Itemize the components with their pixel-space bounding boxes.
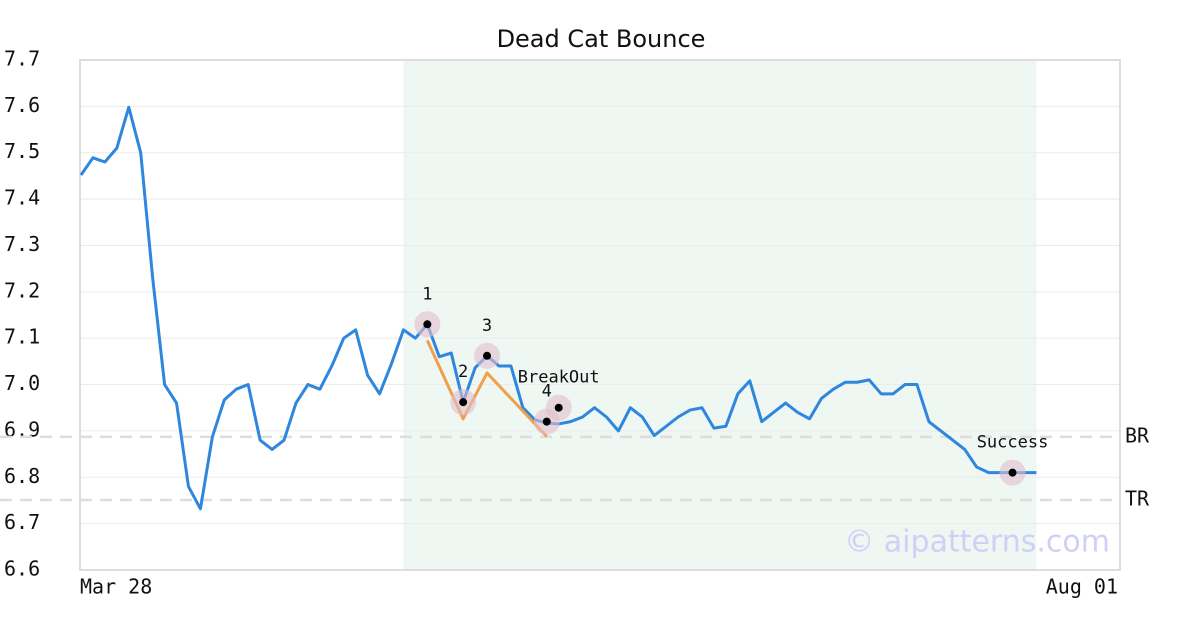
y-tick-label: 7.2 bbox=[4, 278, 40, 302]
y-tick-label: 7.3 bbox=[4, 232, 40, 256]
point-marker bbox=[1008, 468, 1017, 477]
point-marker bbox=[483, 351, 492, 360]
y-tick-label: 7.5 bbox=[4, 139, 40, 163]
point-marker bbox=[459, 398, 468, 407]
y-tick-label: 7.4 bbox=[4, 186, 40, 210]
x-tick-label: Aug 01 bbox=[1046, 575, 1118, 599]
point-marker bbox=[423, 320, 432, 329]
level-label: TR bbox=[1125, 486, 1150, 510]
plot-frame bbox=[79, 59, 1121, 571]
y-tick-label: 7.1 bbox=[4, 325, 40, 349]
point-label: BreakOut bbox=[518, 368, 600, 388]
chart-title: Dead Cat Bounce bbox=[497, 25, 706, 53]
point-label: 2 bbox=[458, 362, 468, 382]
point-marker bbox=[554, 403, 563, 412]
point-marker bbox=[542, 417, 551, 426]
pattern-line bbox=[425, 339, 548, 438]
y-tick-label: 7.6 bbox=[4, 93, 40, 117]
y-tick-label: 7.0 bbox=[4, 371, 40, 395]
y-tick-label: 7.7 bbox=[4, 47, 40, 71]
y-tick-label: 6.6 bbox=[4, 557, 40, 581]
point-label: 3 bbox=[482, 316, 492, 336]
point-label: Success bbox=[977, 433, 1049, 453]
x-tick-label: Mar 28 bbox=[80, 575, 152, 599]
highlight-region bbox=[403, 60, 1037, 570]
y-tick-label: 6.8 bbox=[4, 464, 40, 488]
point-label: 4 bbox=[542, 382, 552, 402]
point-label: 1 bbox=[422, 284, 432, 304]
watermark: © aipatterns.com bbox=[844, 525, 1110, 560]
level-label: BR bbox=[1125, 423, 1150, 447]
y-tick-label: 6.7 bbox=[4, 510, 40, 534]
